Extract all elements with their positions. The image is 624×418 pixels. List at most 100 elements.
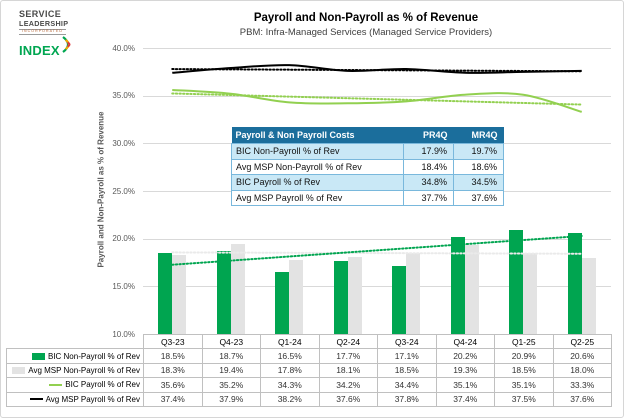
summary-row-value: 17.9% bbox=[403, 143, 454, 160]
data-table: Q3-23 Q4-23 Q1-24 Q2-24 Q3-24 Q4-24 Q1-25 Q2-25… bbox=[6, 333, 612, 407]
y-tick-label: 35.0% bbox=[112, 91, 135, 101]
legend-label: Avg MSP Payroll % of Rev bbox=[45, 394, 140, 404]
data-value-cell: 20.2% bbox=[435, 348, 495, 364]
y-tick-label: 20.0% bbox=[112, 234, 135, 244]
data-value-cell: 34.2% bbox=[318, 377, 378, 393]
data-value-cell: 34.3% bbox=[260, 377, 320, 393]
data-value-cell: 18.3% bbox=[143, 362, 203, 379]
summary-row-value: 18.6% bbox=[453, 158, 504, 175]
y-tick-label: 40.0% bbox=[112, 43, 135, 53]
summary-row-value: 18.4% bbox=[403, 158, 454, 175]
bar-bic-nonpayroll bbox=[275, 272, 290, 334]
gridline bbox=[143, 286, 611, 288]
logo-leadership-text: LEADERSHIP bbox=[19, 19, 69, 28]
data-value-cell: 19.3% bbox=[435, 362, 495, 379]
bar-bic-nonpayroll bbox=[333, 260, 348, 334]
y-tick-label: 30.0% bbox=[112, 138, 135, 148]
quarter-header-cell: Q2-24 bbox=[318, 333, 378, 350]
data-value-cell: 18.5% bbox=[377, 362, 437, 379]
chart-title: Payroll and Non-Payroll as % of Revenue bbox=[253, 12, 479, 24]
summary-row-value: 34.8% bbox=[403, 174, 454, 191]
bar-bic-nonpayroll bbox=[567, 232, 582, 334]
y-tick-label: 15.0% bbox=[112, 281, 135, 291]
quarter-header-cell: Q4-23 bbox=[201, 333, 261, 350]
data-table-row: BIC Payroll % of Rev 35.6% 35.2% 34.3% 34.2%… bbox=[6, 377, 612, 393]
data-value-cell: 18.5% bbox=[143, 348, 203, 364]
summary-row-value: 34.5% bbox=[453, 174, 504, 191]
y-tick-label: 10.0% bbox=[112, 329, 135, 339]
data-value-cell: 18.0% bbox=[552, 362, 612, 379]
summary-table-row: Avg MSP Non-Payroll % of Rev 18.4% 18.6% bbox=[231, 158, 504, 175]
data-table-row: Avg MSP Non-Payroll % of Rev 18.3% 19.4% 17… bbox=[6, 362, 612, 379]
data-value-cell: 17.7% bbox=[318, 348, 378, 364]
chart-subtitle: PBM: Infra-Managed Services (Managed Ser… bbox=[239, 27, 493, 38]
bar-avgmsp-nonpayroll bbox=[406, 252, 421, 334]
quarter-header-cell: Q4-24 bbox=[435, 333, 495, 350]
data-value-cell: 37.4% bbox=[143, 391, 203, 407]
bar-bic-nonpayroll bbox=[216, 251, 231, 334]
data-value-cell: 35.1% bbox=[435, 377, 495, 393]
y-tick-label: 25.0% bbox=[112, 186, 135, 196]
plot-area bbox=[143, 48, 611, 335]
legend-cell: BIC Payroll % of Rev bbox=[6, 377, 144, 393]
data-value-cell: 37.6% bbox=[318, 391, 378, 407]
data-value-cell: 35.2% bbox=[201, 377, 261, 393]
legend-label: BIC Payroll % of Rev bbox=[65, 380, 140, 390]
data-value-cell: 37.8% bbox=[377, 391, 437, 407]
bar-bic-nonpayroll bbox=[392, 266, 407, 334]
data-value-cell: 18.1% bbox=[318, 362, 378, 379]
summary-table-header-cell: MR4Q bbox=[453, 127, 504, 144]
data-value-cell: 37.4% bbox=[435, 391, 495, 407]
summary-row-value: 19.7% bbox=[453, 143, 504, 160]
data-value-cell: 33.3% bbox=[552, 377, 612, 393]
logo-index-text: INDEX bbox=[19, 43, 60, 59]
summary-table-header-cell: Payroll & Non Payroll Costs bbox=[231, 127, 404, 144]
data-value-cell: 37.6% bbox=[552, 391, 612, 407]
quarter-header-cell: Q2-25 bbox=[552, 333, 612, 350]
summary-row-label: BIC Non-Payroll % of Rev bbox=[231, 143, 404, 160]
data-value-cell: 37.9% bbox=[201, 391, 261, 407]
summary-table-row: Avg MSP Payroll % of Rev 37.7% 37.6% bbox=[231, 189, 504, 206]
trendline-avgmsp-nonpayroll bbox=[171, 251, 583, 255]
bar-avgmsp-nonpayroll bbox=[172, 254, 187, 334]
gridline bbox=[143, 238, 611, 240]
quarter-header-cell: Q1-24 bbox=[260, 333, 320, 350]
summary-row-value: 37.7% bbox=[403, 189, 454, 206]
summary-table-row: BIC Non-Payroll % of Rev 17.9% 19.7% bbox=[231, 143, 504, 160]
bar-avgmsp-nonpayroll bbox=[347, 256, 362, 334]
chart-title-block: Payroll and Non-Payroll as % of Revenue … bbox=[111, 12, 621, 38]
quarter-header-cell: Q1-25 bbox=[494, 333, 554, 350]
data-value-cell: 35.1% bbox=[494, 377, 554, 393]
bar-avgmsp-nonpayroll bbox=[464, 245, 479, 334]
data-value-cell: 19.4% bbox=[201, 362, 261, 379]
data-value-cell: 18.7% bbox=[201, 348, 261, 364]
data-value-cell: 17.1% bbox=[377, 348, 437, 364]
quarter-header-cell: Q3-24 bbox=[377, 333, 437, 350]
summary-row-label: BIC Payroll % of Rev bbox=[231, 174, 404, 191]
bar-avgmsp-nonpayroll bbox=[523, 252, 538, 334]
data-value-cell: 35.6% bbox=[143, 377, 203, 393]
gridline bbox=[143, 48, 611, 49]
summary-row-value: 37.6% bbox=[453, 189, 504, 206]
bar-bic-nonpayroll bbox=[509, 230, 524, 334]
summary-row-label: Avg MSP Payroll % of Rev bbox=[231, 189, 404, 206]
quarter-header-cell: Q3-23 bbox=[143, 333, 203, 350]
legend-corner-cell bbox=[7, 335, 144, 349]
legend-swatch-bar bbox=[12, 366, 26, 374]
data-value-cell: 20.9% bbox=[494, 348, 554, 364]
data-table-row: BIC Non-Payroll % of Rev 18.5% 18.7% 16.5% 1… bbox=[6, 348, 612, 364]
legend-swatch-line bbox=[49, 383, 63, 386]
data-value-cell: 17.8% bbox=[260, 362, 320, 379]
bar-bic-nonpayroll bbox=[450, 236, 465, 334]
bar-avgmsp-nonpayroll bbox=[289, 259, 304, 334]
legend-label: Avg MSP Non-Payroll % of Rev bbox=[28, 365, 140, 375]
line-bic-payroll bbox=[172, 88, 583, 113]
data-value-cell: 16.5% bbox=[260, 348, 320, 364]
legend-label: BIC Non-Payroll % of Rev bbox=[47, 351, 140, 361]
data-value-cell: 38.2% bbox=[260, 391, 320, 407]
legend-swatch-line bbox=[29, 398, 43, 401]
bar-avgmsp-nonpayroll bbox=[581, 257, 596, 334]
line-avgmsp-payroll bbox=[172, 64, 582, 74]
logo-swoosh-icon bbox=[60, 36, 74, 57]
